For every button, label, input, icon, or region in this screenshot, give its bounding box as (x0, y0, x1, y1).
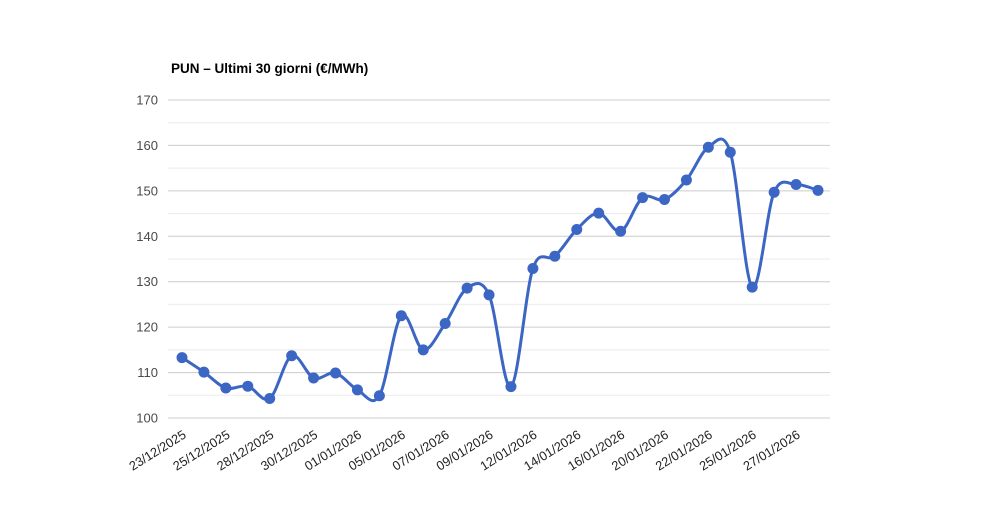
series-line (180, 137, 820, 403)
data-point[interactable] (242, 380, 254, 392)
data-point[interactable] (702, 141, 714, 153)
chart-title: PUN – Ultimi 30 giorni (€/MWh) (171, 61, 369, 76)
data-point[interactable] (680, 174, 692, 186)
y-axis-label: 140 (136, 229, 158, 244)
data-point[interactable] (439, 318, 451, 330)
data-point[interactable] (176, 352, 188, 364)
data-point[interactable] (768, 186, 780, 198)
data-point[interactable] (615, 225, 627, 237)
data-point[interactable] (746, 281, 758, 293)
data-point[interactable] (286, 350, 298, 362)
data-point[interactable] (264, 392, 276, 404)
data-point[interactable] (373, 390, 385, 402)
data-point[interactable] (527, 263, 539, 275)
data-point[interactable] (461, 282, 473, 294)
data-point[interactable] (549, 250, 561, 262)
data-point[interactable] (308, 372, 320, 384)
data-point[interactable] (658, 193, 670, 205)
y-axis-label: 160 (136, 138, 158, 153)
data-point[interactable] (812, 184, 824, 196)
y-axis-label: 110 (137, 365, 158, 380)
data-point[interactable] (417, 344, 429, 356)
data-point[interactable] (330, 367, 342, 379)
y-axis-label: 130 (136, 274, 158, 289)
y-axis-label: 150 (136, 183, 158, 198)
data-point[interactable] (593, 207, 605, 219)
data-point[interactable] (505, 381, 517, 393)
data-point[interactable] (637, 192, 649, 204)
y-axis-label: 120 (136, 320, 158, 335)
data-point[interactable] (395, 310, 407, 322)
data-point[interactable] (198, 366, 210, 378)
y-axis-label: 170 (136, 93, 158, 108)
data-point[interactable] (351, 384, 363, 396)
data-point[interactable] (220, 382, 232, 394)
data-point[interactable] (790, 178, 802, 190)
data-point[interactable] (724, 146, 736, 158)
y-axis-label: 100 (136, 411, 158, 426)
data-point[interactable] (483, 289, 495, 301)
data-point[interactable] (571, 223, 583, 235)
